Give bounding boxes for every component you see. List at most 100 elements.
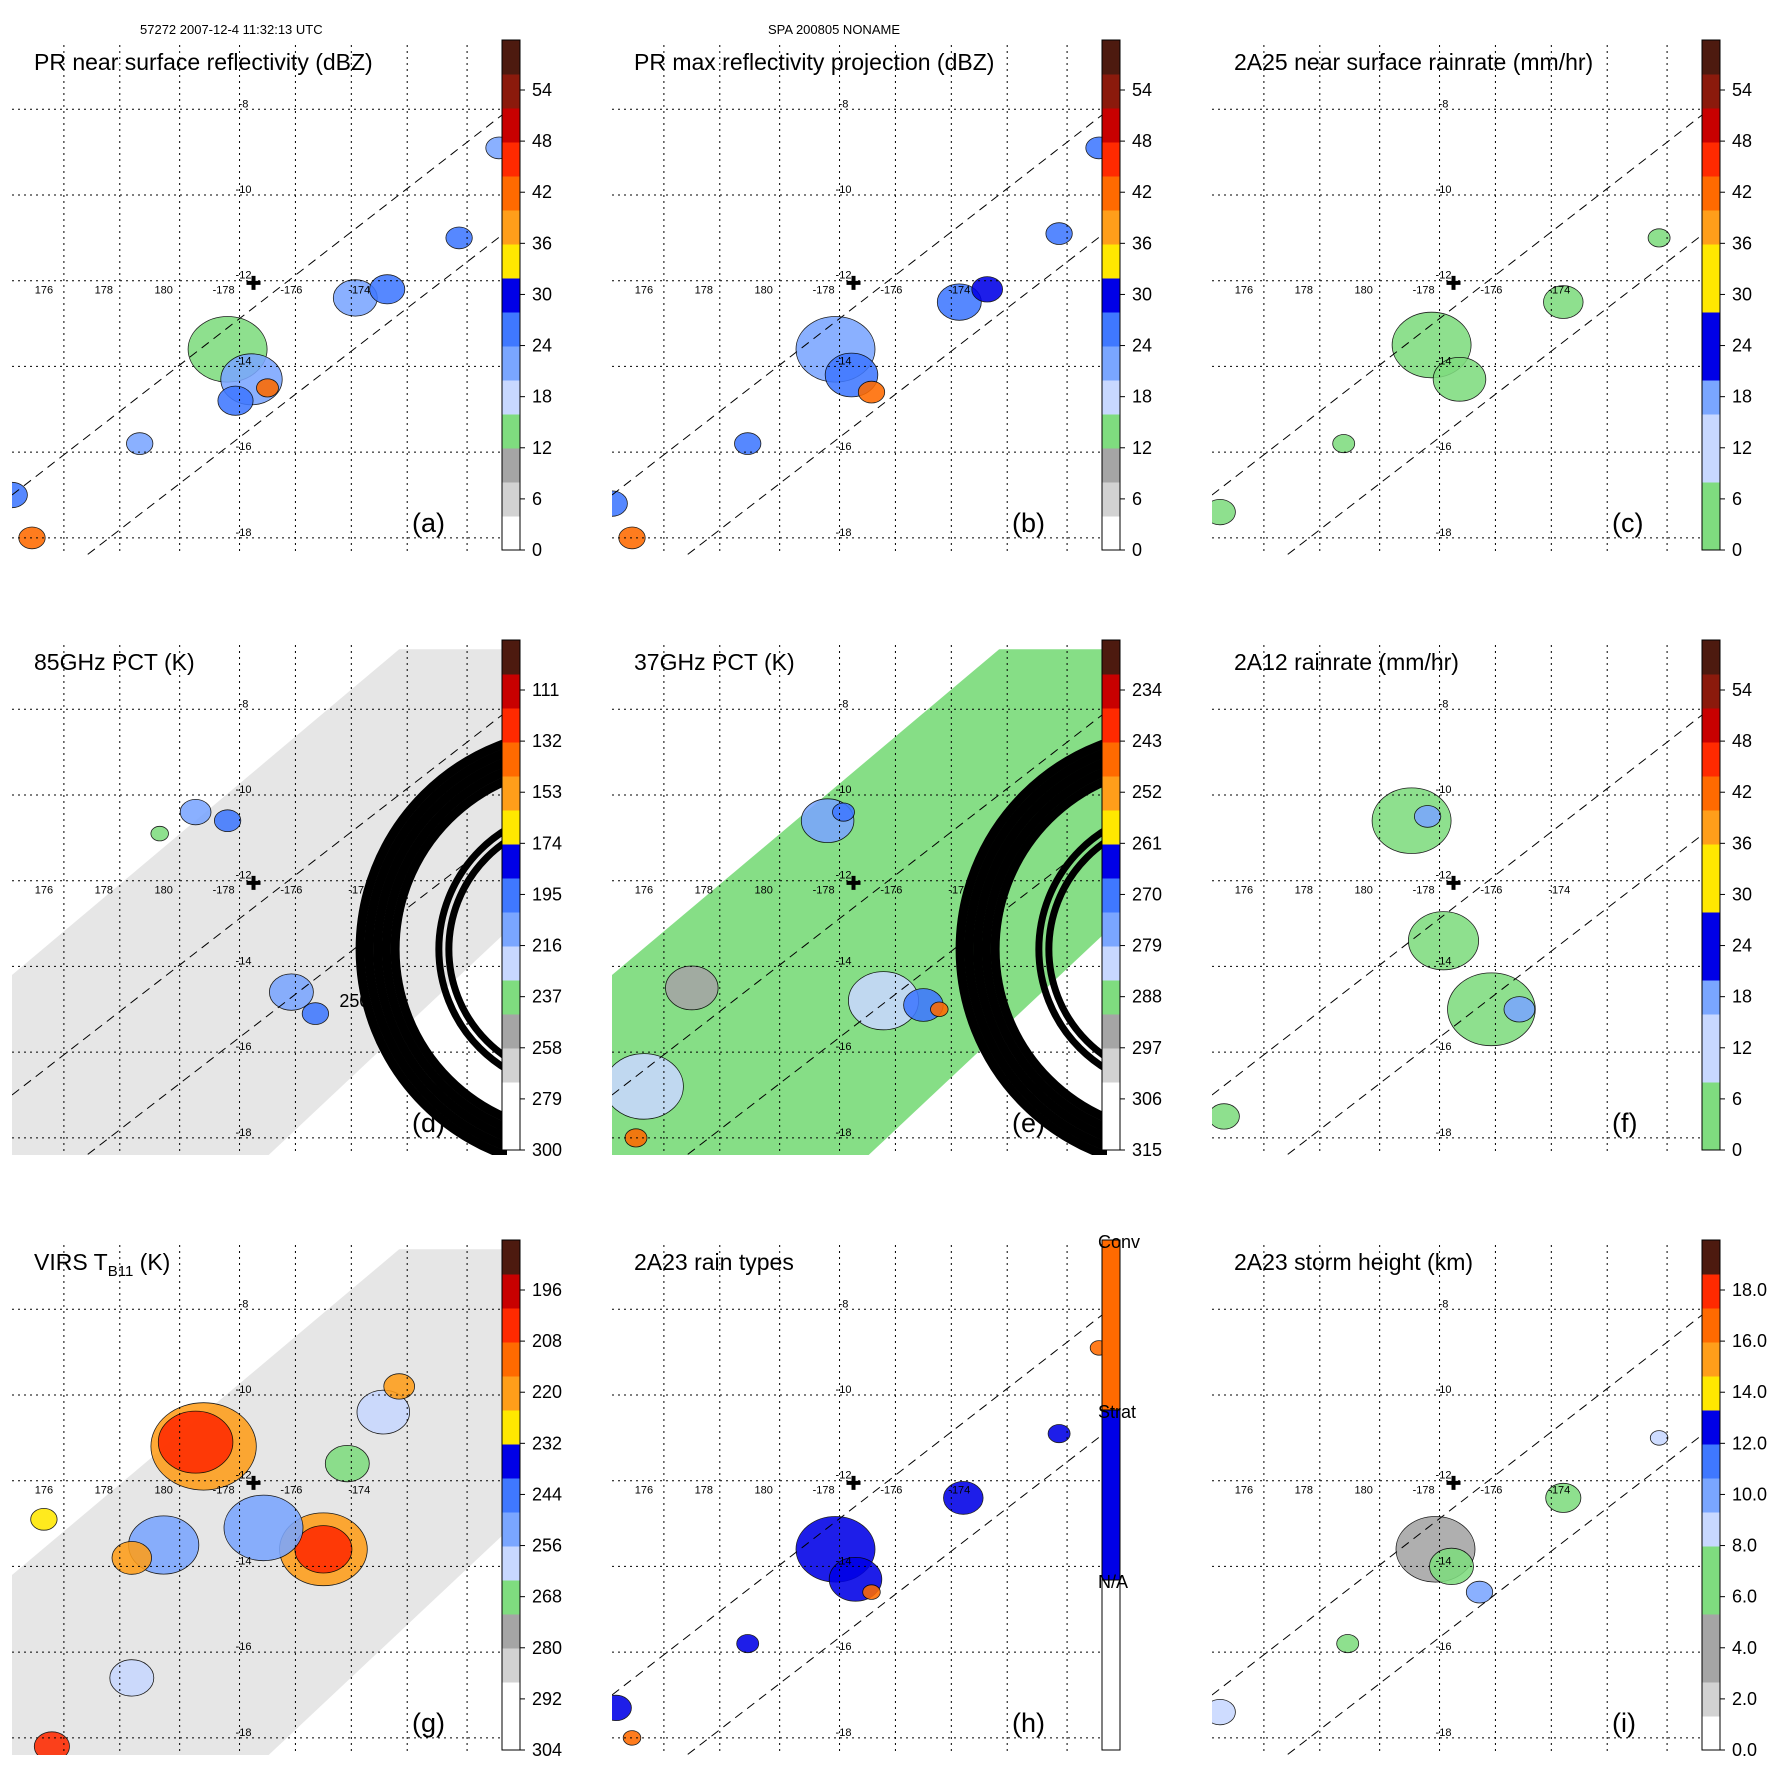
rain-cell-4	[1447, 972, 1536, 1047]
colorbar-swatch	[502, 776, 520, 811]
swath-edge-north	[1212, 110, 1707, 496]
map-area: 176 178 180 -178 -176 -174 -8 -10 -12 -14 -16 -18	[612, 45, 1107, 555]
colorbar-swatch	[1102, 810, 1120, 845]
lon-label: -176	[880, 885, 902, 897]
colorbar-swatch	[1102, 980, 1120, 1015]
lat-label: -18	[836, 1727, 852, 1739]
colorbar-swatch	[502, 1716, 520, 1751]
colorbar: 18.0 16.0 14.0 12.0 10.0 8.0 6.0 4.0 2.0 0.0	[1701, 1239, 1767, 1760]
lon-label: -178	[1413, 285, 1435, 297]
colorbar-swatch	[502, 810, 520, 845]
colorbar-tick-label: 24	[1132, 336, 1152, 356]
colorbar-swatch	[1702, 1716, 1720, 1751]
colorbar-swatch	[502, 640, 520, 675]
colorbar-swatch	[502, 674, 520, 709]
swath-edge-north	[12, 710, 507, 1096]
rain-cell-5	[150, 825, 169, 842]
colorbar-swatch	[1702, 810, 1720, 845]
contour-arc	[381, 765, 507, 1133]
colorbar-swatch	[1702, 414, 1720, 449]
lon-label: -174	[348, 285, 370, 297]
colorbar-swatch	[502, 878, 520, 913]
rain-cell-2	[1414, 805, 1442, 828]
panel-title: PR near surface reflectivity (dBZ)	[34, 49, 373, 75]
rain-cell-7	[1212, 1699, 1236, 1726]
colorbar-tick-label: 42	[1732, 782, 1752, 802]
colorbar-swatch	[502, 40, 520, 75]
colorbar-swatch	[1102, 640, 1120, 675]
lon-label: 178	[695, 885, 713, 897]
panel-c-svg: 176 178 180 -178 -176 -174-8-10-12-14-16-182A…	[1212, 39, 1752, 560]
colorbar-swatch	[1702, 1048, 1720, 1083]
colorbar-swatch	[1102, 448, 1120, 483]
panel-label: (d)	[412, 1108, 445, 1138]
lat-label: -16	[1436, 1041, 1452, 1053]
lat-label: -14	[1436, 955, 1452, 967]
colorbar-frame	[1701, 1239, 1721, 1751]
storm-center-marker	[246, 1475, 261, 1490]
lat-label: -10	[1436, 184, 1452, 196]
colorbar-swatch	[1702, 1342, 1720, 1377]
colorbar-tick-label: 196	[532, 1280, 562, 1300]
lat-label: -8	[239, 98, 249, 110]
lon-label: 178	[1295, 285, 1313, 297]
colorbar-tick-label: 18	[532, 387, 552, 407]
lat-label: -16	[836, 1641, 852, 1653]
colorbar-swatch	[1102, 912, 1120, 947]
lon-label: -178	[213, 1485, 235, 1497]
colorbar-swatch	[1702, 74, 1720, 109]
colorbar-tick-label: 10.0	[1732, 1484, 1767, 1504]
colorbar-tick-label: 6.0	[1732, 1587, 1757, 1607]
rain-cell-3	[943, 1481, 984, 1515]
colorbar-tick-label: 297	[1132, 1038, 1162, 1058]
colorbar-frame	[1101, 639, 1121, 1151]
colorbar-swatch	[1702, 844, 1720, 879]
colorbar-frame	[501, 1239, 521, 1751]
colorbar-swatch	[1702, 1512, 1720, 1547]
lat-label: -10	[836, 184, 852, 196]
colorbar: Conv Strat N/A	[1098, 1232, 1140, 1751]
orbit-header: 57272 2007-12-4 11:32:13 UTC	[140, 22, 323, 37]
lat-label: -12	[236, 1470, 252, 1482]
rain-cell-5	[930, 1001, 949, 1018]
storm-center-marker	[1446, 875, 1461, 890]
lon-label: 176	[35, 285, 53, 297]
colorbar-swatch	[502, 1682, 520, 1717]
colorbar-tick-label: 234	[1132, 680, 1162, 700]
colorbar-tick-label: 174	[532, 833, 562, 853]
lon-label: 180	[155, 285, 173, 297]
lat-label: -14	[1436, 1555, 1452, 1567]
colorbar-swatch	[1702, 776, 1720, 811]
lat-label: -12	[1436, 870, 1452, 882]
panel-title: 37GHz PCT (K)	[634, 649, 795, 675]
colorbar-swatch	[502, 1274, 520, 1309]
colorbar-swatch	[1702, 674, 1720, 709]
lat-label: -8	[1439, 1298, 1449, 1310]
rain-cell-11	[324, 1445, 370, 1483]
panel-label: (h)	[1012, 1708, 1045, 1738]
panel-e-svg: 176 178 180 -178 -176 -174 -8 -10 -12 -14 -16 -18 37…	[612, 639, 1162, 1160]
colorbar-frame	[501, 639, 521, 1151]
colorbar-swatch	[1702, 708, 1720, 743]
lat-label: -14	[1436, 355, 1452, 367]
colorbar: 196 208 220 232 244 256 268 280 292 304	[501, 1239, 562, 1760]
colorbar: 234 243 252 261 270 279 288 297 306 315	[1101, 639, 1162, 1160]
rain-cell-6	[736, 1634, 760, 1654]
colorbar-tick-label: 153	[532, 782, 562, 802]
lat-label: -14	[836, 955, 852, 967]
colorbar-frame	[1701, 39, 1721, 551]
colorbar-swatch	[1702, 1014, 1720, 1049]
colorbar-swatch	[1702, 380, 1720, 415]
colorbar-swatch	[502, 844, 520, 879]
colorbar-tick-label: 54	[1732, 80, 1752, 100]
colorbar-swatch	[502, 1082, 520, 1117]
colorbar-tick-label: 0.0	[1732, 1740, 1757, 1760]
colorbar-swatch	[502, 1410, 520, 1445]
rain-cell-3	[1543, 285, 1584, 319]
rain-cell-2	[157, 1410, 234, 1474]
colorbar-swatch	[1702, 1116, 1720, 1151]
storm-center-marker	[846, 875, 861, 890]
lon-label: -178	[813, 285, 835, 297]
lon-label: 176	[1235, 885, 1253, 897]
